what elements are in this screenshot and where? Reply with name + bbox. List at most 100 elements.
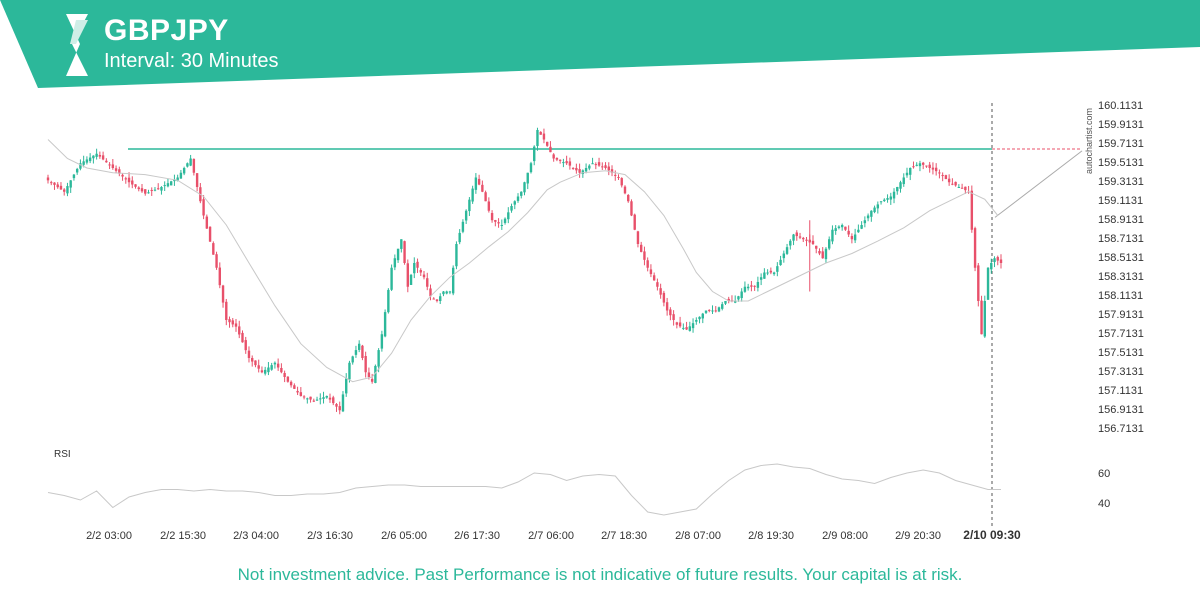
candle-body (312, 400, 316, 402)
interval-label: Interval: 30 Minutes (104, 50, 279, 72)
candle-body (740, 291, 743, 299)
candle-body (244, 340, 247, 351)
candle-body (591, 163, 594, 165)
candle-body (82, 161, 85, 165)
candle-body (429, 288, 432, 297)
time-tick-label: 2/8 19:30 (748, 530, 794, 542)
candle-body (348, 362, 351, 380)
candle-body (293, 385, 296, 389)
candle-body (212, 243, 215, 255)
candle-body (805, 239, 808, 241)
candle-body (727, 298, 730, 301)
current-time-label: 2/10 09:30 (963, 528, 1021, 542)
candle-body (432, 298, 435, 300)
candle-body (617, 176, 620, 178)
candle-body (763, 272, 766, 279)
price-tick-label: 159.7131 (1098, 138, 1144, 150)
candle-body (468, 199, 471, 212)
watermark-text: autochartist.com (1084, 108, 1094, 174)
candle-body (834, 228, 837, 231)
candle-body (951, 183, 954, 185)
candle-body (649, 269, 653, 275)
candle-body (108, 164, 111, 166)
candle-body (983, 300, 986, 337)
candle-body (639, 244, 643, 252)
rsi-tick-label: 60 (1098, 468, 1110, 480)
candle-body (691, 323, 695, 329)
time-tick-label: 2/2 15:30 (160, 530, 206, 542)
candle-body (147, 192, 150, 194)
time-tick-label: 2/9 08:00 (822, 530, 868, 542)
candle-body (118, 169, 121, 174)
candle-body (302, 396, 306, 398)
candle-body (354, 350, 358, 355)
price-tick-label: 159.1131 (1098, 195, 1143, 207)
candle-body (88, 157, 92, 162)
candle-body (931, 167, 935, 170)
candle-body (685, 327, 688, 330)
candle-body (568, 161, 572, 166)
candle-body (494, 220, 497, 222)
candle-body (487, 201, 491, 211)
candle-body (623, 186, 627, 194)
candle-body (925, 165, 928, 167)
candle-body (231, 320, 234, 325)
candle-body (150, 189, 153, 191)
candle-body (95, 153, 98, 157)
candle-body (944, 175, 948, 180)
candle-body (643, 251, 646, 260)
candle-body (909, 167, 912, 175)
candle-body (75, 168, 79, 173)
candle-body (66, 186, 69, 194)
candle-body (400, 239, 403, 249)
price-tick-label: 159.5131 (1098, 157, 1144, 169)
candle-body (105, 160, 108, 163)
candle-body (114, 168, 118, 171)
candle-body (461, 221, 465, 232)
candle-body (166, 183, 170, 187)
rsi-label: RSI (54, 449, 71, 460)
candle-body (484, 192, 487, 202)
candle-body (604, 165, 607, 168)
candle-body (536, 129, 539, 146)
price-tick-label: 158.9131 (1098, 214, 1144, 226)
time-tick-label: 2/8 07:00 (675, 530, 721, 542)
candle-body (260, 370, 264, 373)
candle-body (121, 174, 124, 177)
candle-body (477, 178, 481, 185)
candle-body (896, 186, 899, 192)
price-tick-label: 157.9131 (1098, 309, 1144, 321)
candle-body (597, 162, 601, 166)
candle-body (406, 263, 410, 287)
candle-body (672, 314, 675, 320)
candle-body (860, 224, 863, 229)
candle-body (993, 258, 996, 263)
candle-body (678, 322, 682, 327)
candle-body (503, 218, 507, 223)
candle-body (999, 259, 1003, 263)
candle-body (157, 188, 160, 190)
candle-body (539, 131, 542, 135)
candle-body (422, 274, 426, 278)
candle-body (912, 166, 915, 168)
candle-body (558, 159, 562, 161)
candle-body (614, 174, 617, 176)
candle-body (195, 173, 199, 187)
price-chart: 160.1131 159.9131 159.7131 159.5131 159.3131… (46, 100, 1144, 542)
candle-body (928, 164, 931, 168)
candle-body (601, 166, 604, 168)
candle-body (383, 312, 387, 337)
candle-body (520, 191, 523, 196)
candle-body (695, 319, 698, 322)
candle-body (516, 196, 520, 201)
time-tick-label: 2/2 03:00 (86, 530, 132, 542)
rsi-tick-label: 40 (1098, 498, 1110, 510)
candle-body (325, 395, 328, 398)
candle-body (267, 367, 270, 373)
candle-body (889, 196, 892, 200)
candle-body (759, 277, 763, 280)
candle-body (750, 285, 753, 287)
candle-body (850, 236, 854, 240)
candle-body (922, 162, 925, 165)
time-tick-label: 2/7 06:00 (528, 530, 574, 542)
